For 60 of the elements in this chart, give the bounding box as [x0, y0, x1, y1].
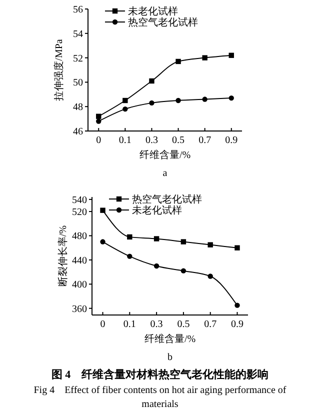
- y-tick-label: 360: [72, 304, 87, 315]
- x-tick-label: 0.5: [177, 319, 190, 330]
- y-tick-label: 52: [73, 53, 83, 64]
- point: [100, 239, 106, 244]
- y-tick-label: 400: [72, 280, 87, 291]
- point: [154, 236, 160, 242]
- point: [100, 208, 106, 213]
- y-tick-label: 46: [73, 126, 83, 138]
- point: [149, 100, 154, 106]
- y-tick-label: 54: [73, 28, 83, 40]
- legend-label: 热空气老化试样: [132, 194, 202, 206]
- x-axis-title: 纤维含量/%: [144, 333, 196, 345]
- y-axis-title: 断裂伸长率/%: [57, 225, 69, 287]
- point: [149, 78, 154, 84]
- point: [202, 55, 208, 60]
- point: [154, 263, 160, 269]
- point: [96, 114, 102, 119]
- point: [180, 239, 186, 244]
- y-tick-label: 480: [72, 231, 87, 242]
- y-tick-label: 48: [73, 102, 83, 114]
- point: [208, 242, 213, 248]
- point: [176, 58, 181, 64]
- point: [234, 245, 240, 250]
- caption: Fig 4 Effect of fiber contents on hot air aging performance of materials: [34, 385, 287, 410]
- point: [96, 118, 102, 124]
- legend-label: 热空气老化试样: [128, 16, 198, 28]
- point: [234, 302, 240, 308]
- x-tick-label: 0: [100, 319, 106, 330]
- x-tick-label: 0.5: [172, 135, 185, 146]
- x-tick-label: 0.3: [145, 135, 158, 146]
- point: [180, 268, 186, 274]
- x-tick-label: 0.9: [230, 319, 244, 330]
- point: [208, 274, 213, 279]
- legend-label: 未老化试样: [132, 204, 182, 216]
- point: [228, 52, 234, 58]
- x-tick-label: 0.1: [118, 135, 132, 146]
- y-tick-label: 540: [72, 194, 87, 206]
- x-axis-title: 纤维含量/%: [139, 149, 191, 161]
- point: [122, 106, 128, 112]
- text: b: [168, 352, 172, 363]
- x-tick-label: 0.1: [123, 319, 136, 330]
- y-tick-label: 56: [73, 4, 83, 16]
- point: [122, 98, 128, 104]
- point: [228, 95, 234, 101]
- point: [127, 254, 132, 259]
- y-tick-label: 440: [72, 255, 87, 266]
- caption: 图 4 纤维含量对材料热空气老化性能的影响: [51, 368, 269, 381]
- text: a: [162, 168, 168, 179]
- x-tick-label: 0.3: [150, 319, 163, 330]
- point: [176, 98, 181, 104]
- y-axis-title: 拉伸强度/MPa: [53, 38, 65, 101]
- y-tick-label: 50: [73, 78, 83, 89]
- legend-label: 未老化试样: [128, 6, 178, 18]
- y-tick-label: 520: [72, 207, 87, 218]
- point: [127, 234, 132, 240]
- x-tick-label: 0.7: [198, 135, 212, 146]
- point: [202, 96, 208, 102]
- x-tick-label: 0: [96, 135, 102, 146]
- x-tick-label: 0.7: [204, 319, 217, 330]
- x-tick-label: 0.9: [225, 135, 238, 146]
